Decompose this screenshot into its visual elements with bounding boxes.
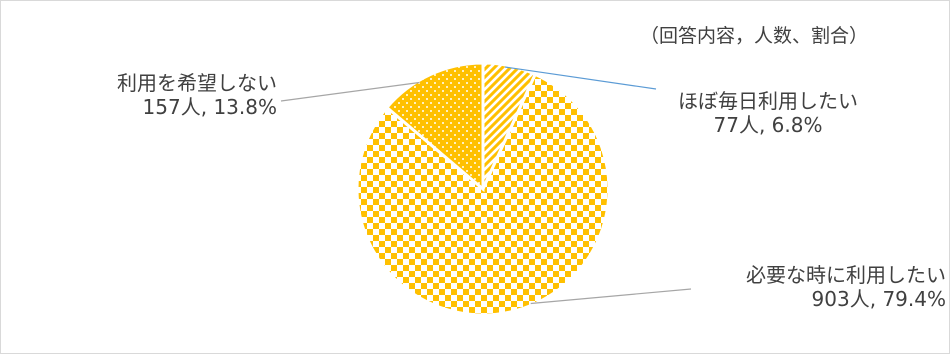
slice-1-value: 77人, 6.8% — [713, 113, 823, 137]
slice-1-count: 77人 — [713, 113, 759, 137]
slice-3-label: 利用を希望しない — [117, 71, 277, 95]
pie-slice-not-wanted — [384, 61, 485, 193]
slice-1-label: ほぼ毎日利用したい — [678, 89, 858, 113]
slice-3-percent: 13.8% — [213, 95, 277, 119]
data-label-slice-2: 必要な時に利用したい 903人, 79.4% — [656, 263, 946, 311]
slice-2-label: 必要な時に利用したい — [746, 263, 946, 287]
pie-slice-when-needed — [355, 72, 611, 317]
slice-2-percent: 79.4% — [882, 287, 946, 311]
leader-line-slice-1 — [504, 66, 657, 90]
unit-note: （回答内容，人数、割合） — [640, 25, 869, 47]
slice-3-count: 157人 — [142, 95, 201, 119]
data-label-slice-1: ほぼ毎日利用したい 77人, 6.8% — [633, 89, 903, 137]
leader-line-slice-3 — [280, 81, 420, 102]
data-label-slice-3: 利用を希望しない 157人, 13.8% — [41, 71, 277, 119]
slice-2-count: 903人 — [811, 287, 870, 311]
slice-2-value: 903人, 79.4% — [811, 287, 946, 311]
slice-1-percent: 6.8% — [771, 113, 823, 137]
slice-3-value: 157人, 13.8% — [142, 95, 277, 119]
leader-line-slice-2 — [530, 288, 692, 305]
